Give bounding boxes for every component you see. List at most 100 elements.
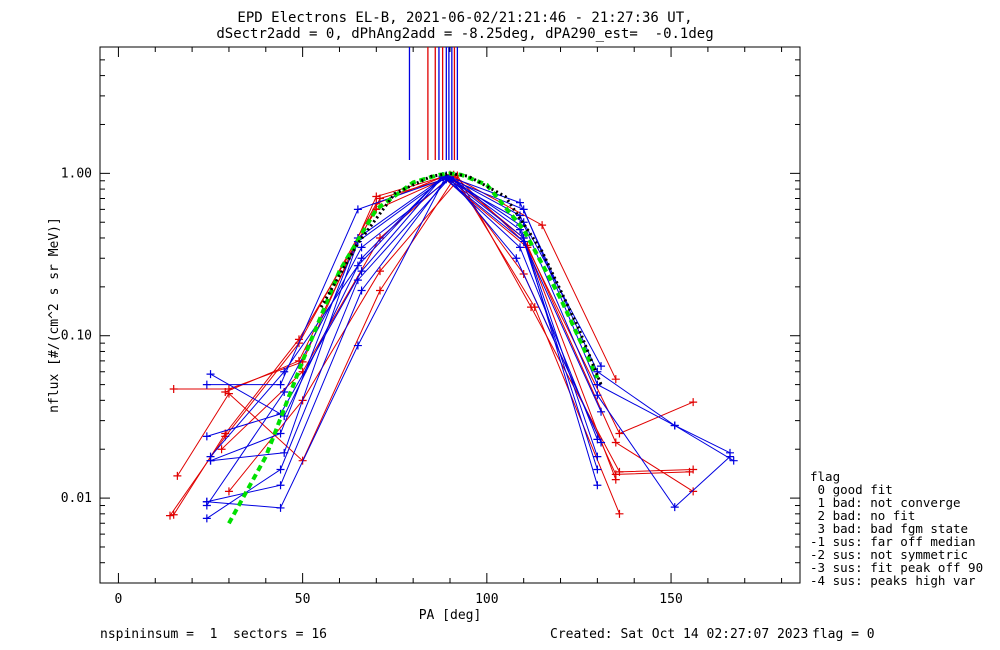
footer-flag: flag = 0 [812,627,875,642]
legend-title: flag [810,469,841,484]
data-point [597,438,606,447]
data-point [202,432,211,441]
y-axis-label: nflux [#/(cm^2 s sr MeV)] [47,217,62,413]
series-line [225,174,694,473]
fit-curve-black [319,171,603,386]
data-point [593,481,602,490]
legend-item: 1 bad: not converge [810,495,961,510]
data-point [202,514,211,523]
legend-item: -4 sus: peaks high var [810,573,976,588]
data-point [280,448,289,457]
y-tick-label: 0.01 [61,491,92,506]
data-point [611,438,620,447]
data-point [276,465,285,474]
fit-curve-green [227,171,600,525]
chart-title-line1: EPD Electrons EL-B, 2021-06-02/21:21:46 … [237,10,693,26]
series-line [206,178,598,503]
series-line [206,177,602,506]
data-point [615,509,624,518]
data-point [670,503,679,512]
data-point [206,456,215,465]
data-point [519,205,528,214]
series-line [176,178,690,477]
series-line [206,176,602,437]
data-point [615,467,624,476]
data-point [221,388,230,397]
plot-frame [99,46,801,584]
data-point [689,398,698,407]
data-point [615,429,624,438]
series-line [210,175,734,462]
data-point [353,341,362,350]
data-point [689,487,698,496]
chart-title-line2: dSectr2add = 0, dPhAng2add = -8.25deg, d… [216,26,714,42]
data-point [276,503,285,512]
x-tick-label: 150 [659,592,682,607]
data-point [357,286,366,295]
x-tick-label: 100 [475,592,498,607]
data-point [530,303,539,312]
data-point [376,267,384,276]
data-point [726,452,734,461]
data-point [689,465,698,474]
data-point [357,267,366,276]
data-point [276,481,285,490]
data-point [280,367,289,376]
data-point [611,475,620,484]
data-point [729,456,738,465]
series-line [173,174,617,390]
data-point [512,254,521,263]
data-point [597,362,606,371]
data-point [593,452,602,461]
data-point [593,465,602,474]
data-point [376,286,384,295]
footer-created: Created: Sat Oct 14 02:27:07 2023 [550,627,809,642]
data-point [593,380,602,389]
data-point [357,254,366,263]
data-point [169,384,178,393]
data-point [166,511,174,520]
data-point [276,380,285,389]
data-point [169,510,178,519]
series-line [228,179,620,514]
data-point [516,198,524,207]
series-line [206,176,731,454]
series-line [210,174,598,470]
series-line [169,176,694,516]
series-line [221,176,617,480]
data-point [516,243,524,252]
legend-item: -2 sus: not symmetric [810,547,969,562]
data-point [593,391,602,400]
data-point [353,261,362,270]
legend-item: -3 sus: fit peak off 90 [810,560,984,575]
data-point [217,445,226,454]
y-tick-label: 0.10 [61,329,92,344]
data-point [376,233,384,242]
x-tick-label: 0 [115,592,123,607]
data-point [357,243,366,252]
legend-item: 3 bad: bad fgm state [810,521,969,536]
series-line [206,174,731,509]
legend-item: 2 bad: no fit [810,508,916,523]
data-point [206,370,215,379]
data-point [224,487,233,496]
data-point [611,375,620,384]
data-point [372,192,381,201]
series-line [210,176,598,462]
legend-item: -1 sus: far off median [810,534,976,549]
footer-spin-info: nspininsum = 1 sectors = 16 [100,627,327,642]
data-point [173,471,182,480]
series-line [206,177,598,519]
data-point [276,429,285,438]
x-axis-label: PA [deg] [419,608,482,623]
data-point [538,221,547,230]
data-point [670,421,679,430]
data-point [597,407,606,416]
x-tick-label: 50 [295,592,311,607]
y-tick-label: 1.00 [61,166,92,181]
data-point [202,501,211,510]
data-point [353,276,362,285]
data-point [202,380,211,389]
legend-item: 0 good fit [810,482,893,497]
